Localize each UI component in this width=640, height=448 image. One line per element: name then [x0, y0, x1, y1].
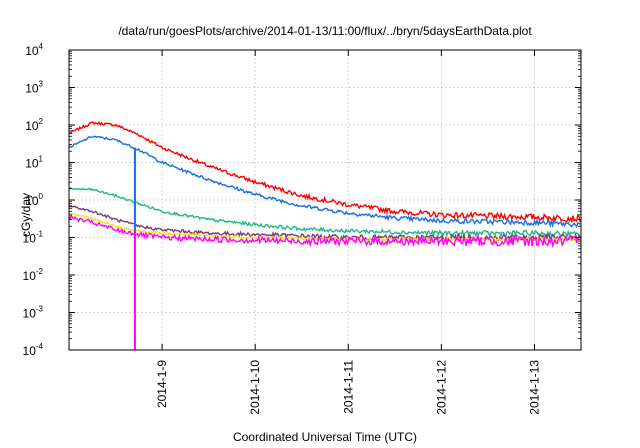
- chart-title: /data/run/goesPlots/archive/2014-01-13/1…: [118, 24, 532, 38]
- y-tick-label: 10-1: [23, 230, 44, 246]
- series-line: [68, 214, 581, 248]
- series-line: [68, 121, 581, 224]
- y-tick-label: 102: [25, 117, 43, 133]
- y-tick-label: 101: [25, 155, 43, 171]
- y-tick-label: 100: [25, 192, 43, 208]
- y-tick-label: 10-4: [23, 342, 44, 358]
- y-tick-label: 104: [25, 42, 43, 58]
- x-tick-label: 2014-1-12: [434, 360, 448, 415]
- ticks: 10-4 10-3 10-2 10-1 100 101 102 103 104 2014-1-9 2…: [23, 42, 581, 415]
- x-tick-label: 2014-1-13: [527, 360, 541, 415]
- x-axis-label: Coordinated Universal Time (UTC): [233, 430, 417, 444]
- plot-frame: [68, 49, 582, 351]
- x-tick-label: 2014-1-11: [341, 360, 355, 414]
- y-tick-label: 10-3: [23, 305, 44, 321]
- x-tick-label: 2014-1-10: [248, 360, 262, 415]
- series-line: [68, 187, 581, 240]
- series-line: [68, 204, 581, 243]
- y-axis-label: cGy/day: [19, 193, 33, 237]
- series-layer: [68, 121, 581, 350]
- y-tick-label: 103: [25, 80, 43, 96]
- y-tick-label: 10-2: [23, 267, 44, 283]
- x-tick-label: 2014-1-9: [155, 360, 169, 408]
- series-line: [68, 135, 581, 229]
